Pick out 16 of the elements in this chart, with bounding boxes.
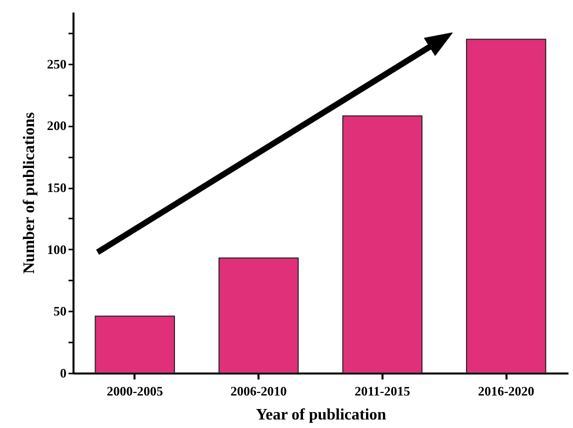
bar <box>466 38 546 374</box>
bar <box>218 258 299 374</box>
y-tick-label: 150 <box>47 180 66 196</box>
y-axis-title: Number of publications <box>21 112 38 274</box>
x-axis-title: Year of publication <box>256 406 386 424</box>
y-tick-label: 100 <box>47 242 66 257</box>
x-tick-label: 2006-2010 <box>230 384 287 398</box>
x-tick-label: 2000-2005 <box>106 384 164 398</box>
y-tick-label: 0 <box>60 366 66 380</box>
y-tick-label: 250 <box>47 56 66 72</box>
x-tick-label: 2016-2020 <box>478 384 534 398</box>
x-tick-label: 2011-2015 <box>354 384 411 398</box>
y-tick-label: 50 <box>54 304 66 319</box>
bar <box>94 316 175 374</box>
y-tick-label: 200 <box>47 118 66 134</box>
bar <box>342 115 422 374</box>
